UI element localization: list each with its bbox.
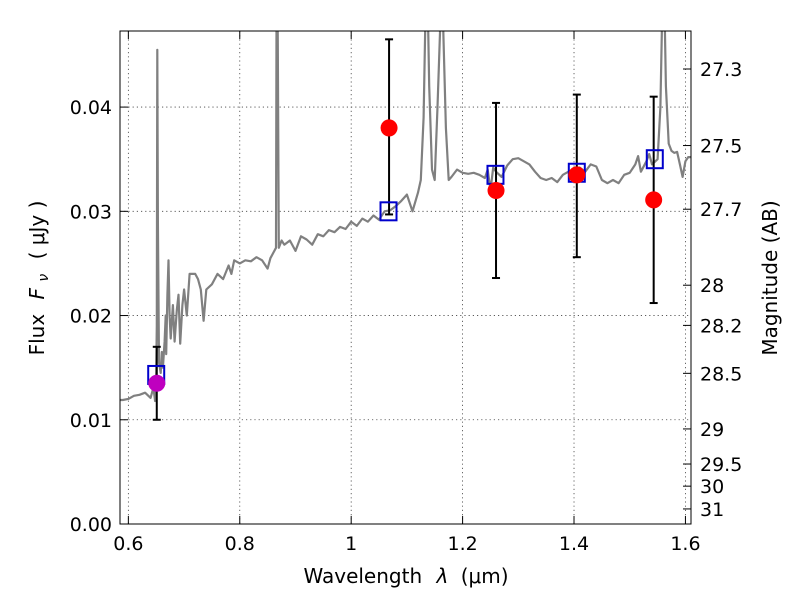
marker-layer (147, 38, 664, 421)
mag-tick-label: 28.2 (700, 315, 742, 337)
x-tick-label: 1.2 (447, 533, 477, 555)
observed-point (645, 191, 663, 209)
mag-tick-label: 27.7 (700, 199, 742, 221)
y-tick-label: 0.03 (70, 201, 112, 223)
x-tick-label: 1.4 (559, 533, 589, 555)
x-tick-label: 0.6 (113, 533, 143, 555)
y2-axis-label: Magnitude (AB) (758, 200, 782, 355)
model-point-square (379, 201, 398, 222)
plot-frame (119, 30, 692, 525)
y-axis-label-symbol: F (25, 287, 49, 299)
data-layer (120, 31, 691, 403)
observed-point (568, 166, 586, 184)
mag-tick-label: 27.5 (700, 136, 742, 158)
y-axis-label-subscript: ν (36, 274, 52, 282)
plot-background (120, 31, 691, 524)
x-axis-label-symbol: λ (436, 564, 449, 588)
x-axis-label-unit: (μm) (461, 564, 509, 588)
observed-point (148, 374, 166, 392)
x-axis-label: Wavelength λ (μm) (303, 564, 508, 588)
x-axis-label-text: Wavelength (303, 564, 422, 588)
mag-tick-label: 28 (700, 275, 724, 297)
y-axis-label: Flux F ν ( μJy ) (25, 201, 53, 356)
x-tick-label: 0.8 (225, 533, 255, 555)
mag-tick-label: 31 (700, 499, 724, 521)
spectrum-line (120, 31, 691, 403)
x-tick-label: 1 (345, 533, 357, 555)
y-axis-label-unit: ( μJy ) (25, 201, 49, 260)
axes: 0.6 0.8 1 1.2 1.4 1.6 0.00 0.01 0.02 0.03 0.04 27.3… (70, 31, 742, 555)
mag-tick-label: 28.5 (700, 363, 742, 385)
model-point-square (645, 149, 664, 170)
mag-tick-label: 30 (700, 476, 724, 498)
x-tick-label: 1.6 (670, 533, 700, 555)
y-tick-label: 0.04 (70, 97, 112, 119)
y-axis-label-text: Flux (25, 314, 49, 356)
mag-tick-label: 29 (700, 419, 724, 441)
y-tick-label: 0.01 (70, 410, 112, 432)
mag-tick-label: 29.5 (700, 454, 742, 476)
y-tick-label: 0.02 (70, 306, 112, 328)
mag-tick-label: 27.3 (700, 59, 742, 81)
observed-point (487, 181, 505, 199)
observed-point (380, 119, 398, 137)
y-tick-label: 0.00 (70, 514, 112, 536)
